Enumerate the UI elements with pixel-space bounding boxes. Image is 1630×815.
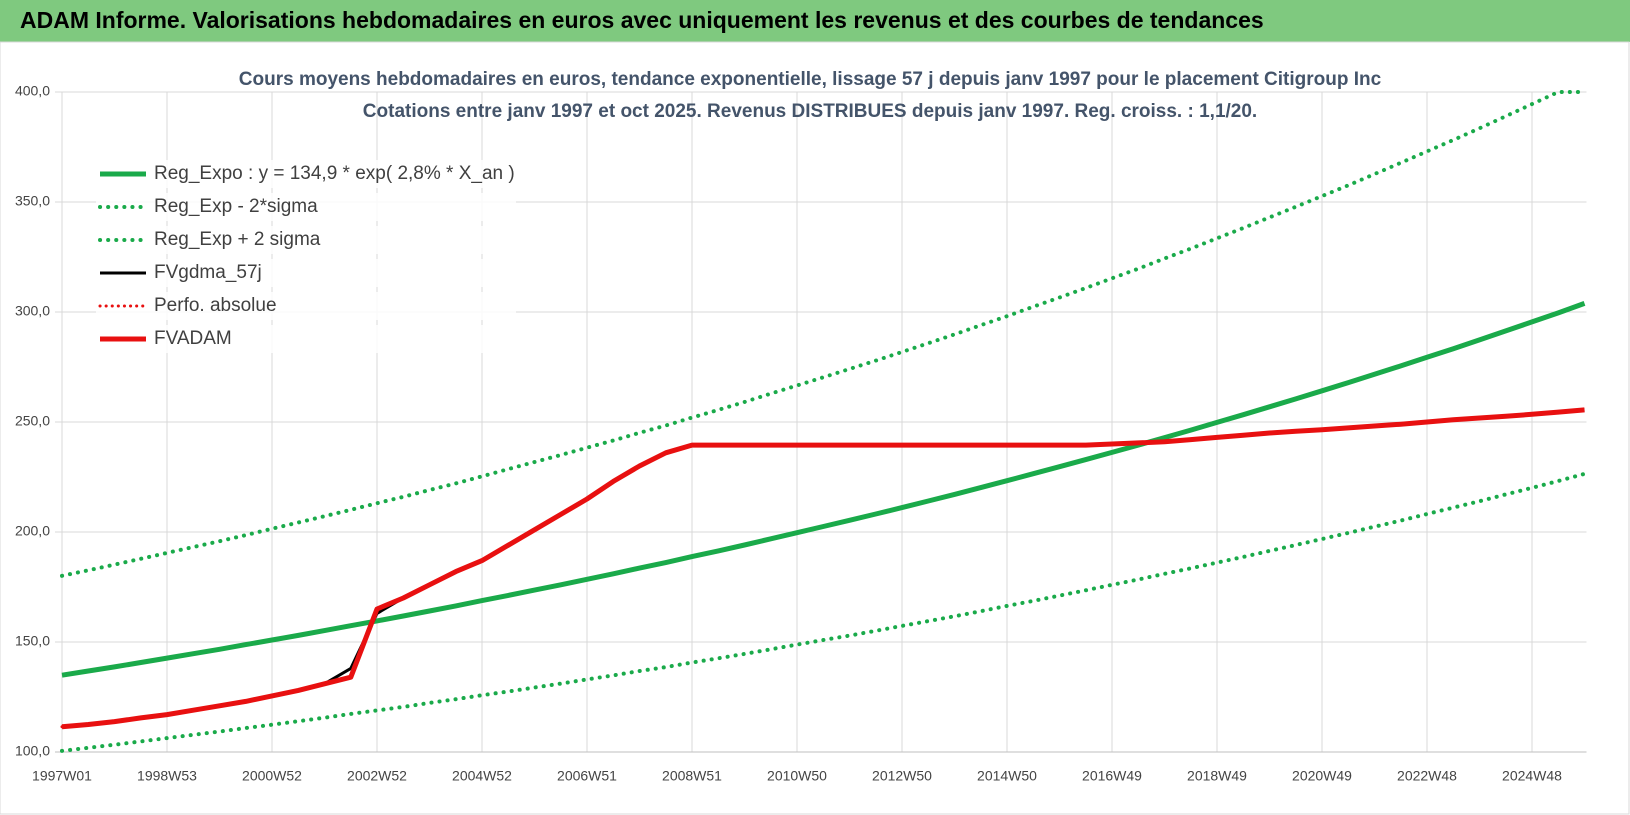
legend-bg [96,292,516,320]
x-tick-label: 2012W50 [872,768,932,784]
plot-area [55,90,1587,753]
chart-frame [0,41,1630,815]
x-tick-label: 2010W50 [767,768,827,784]
header-title: ADAM Informe. Valorisations hebdomadaire… [20,7,1264,33]
y-tick-label: 300,0 [15,303,50,319]
x-tick-label: 2024W48 [1502,768,1562,784]
y-tick-label: 150,0 [15,633,50,649]
series-line [61,301,1586,678]
x-tick-label: 2014W50 [977,768,1037,784]
x-tick-label: 2020W49 [1292,768,1352,784]
legend-label: Perfo. absolue [154,295,277,316]
legend-label: Reg_Exp + 2 sigma [154,229,321,250]
y-tick-label: 350,0 [15,193,50,209]
x-tick-label: 1997W01 [32,768,92,784]
y-tick-label: 250,0 [15,413,50,429]
x-tick-label: 2016W49 [1082,768,1142,784]
x-tick-label: 1998W53 [137,768,197,784]
x-tick-label: 2006W51 [557,768,617,784]
series-line [60,90,1587,578]
legend-bg [96,259,516,287]
y-tick-label: 100,0 [15,743,50,759]
header-bar [0,0,1630,42]
legend-bg [96,193,516,221]
x-tick-label: 2018W49 [1187,768,1247,784]
y-tick-label: 400,0 [15,83,50,99]
legend-bg [96,325,516,353]
x-tick-label: 2022W48 [1397,768,1457,784]
chart-title: Cours moyens hebdomadaires en euros, ten… [239,69,1382,90]
x-tick-label: 2008W51 [662,768,722,784]
legend-bg [96,226,516,254]
y-tick-label: 200,0 [15,523,50,539]
legend-label: FVADAM [154,328,232,349]
series-line [60,471,1587,753]
series-line [61,408,1585,729]
legend-label: Reg_Expo : y = 134,9 * exp( 2,8% * X_an … [154,163,515,184]
x-tick-label: 2002W52 [347,768,407,784]
series-line [61,407,1585,730]
x-tick-label: 2004W52 [452,768,512,784]
legend-label: FVgdma_57j [154,262,262,283]
x-tick-label: 2000W52 [242,768,302,784]
legend-label: Reg_Exp - 2*sigma [154,196,318,217]
series-line [60,408,1586,729]
chart-subtitle: Cotations entre janv 1997 et oct 2025. R… [363,101,1257,122]
legend-bg [96,160,516,188]
